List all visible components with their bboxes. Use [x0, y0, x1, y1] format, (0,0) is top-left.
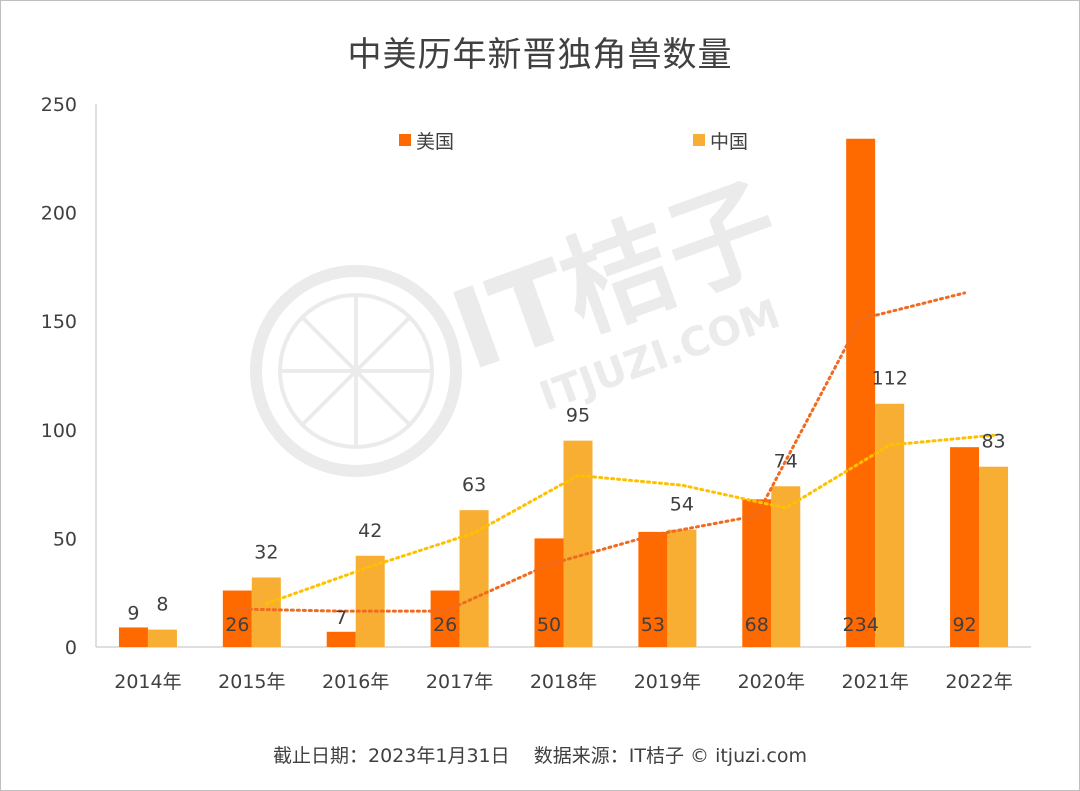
bar: [534, 538, 564, 647]
y-tick-label: 100: [41, 420, 77, 442]
data-label: 68: [745, 614, 769, 636]
bar: [563, 440, 593, 647]
bar: [355, 555, 385, 647]
x-tick-label: 2016年: [322, 671, 389, 693]
legend-swatch: [693, 134, 705, 146]
data-label: 32: [254, 541, 278, 563]
bar: [147, 629, 177, 647]
bar: [638, 531, 668, 647]
x-tick-label: 2019年: [634, 671, 701, 693]
data-label: 83: [981, 431, 1005, 453]
y-tick-label: 0: [65, 637, 77, 659]
bar: [326, 631, 356, 647]
data-label: 74: [774, 450, 798, 472]
data-label: 8: [156, 594, 168, 616]
trendlines: [235, 291, 996, 613]
bar: [459, 510, 489, 647]
data-label: 50: [537, 614, 561, 636]
data-label: 63: [462, 474, 486, 496]
watermark-logo: IT桔子 ITJUZI.COM: [250, 160, 796, 477]
footer-source: 截止日期：2023年1月31日 数据来源：IT桔子 © itjuzi.com: [273, 745, 807, 767]
data-label: 92: [952, 614, 976, 636]
bar: [771, 486, 801, 647]
bar: [875, 403, 905, 647]
y-tick-label: 50: [53, 528, 77, 550]
chart-canvas: IT桔子 ITJUZI.COM 0 50 100 150 200 250 2014年 2015…: [41, 94, 1031, 693]
bar: [742, 499, 772, 647]
bar: [979, 466, 1009, 647]
bar: [222, 590, 252, 647]
trendline: [264, 433, 996, 606]
legend-swatch: [399, 134, 411, 146]
legend-label: 美国: [416, 131, 454, 153]
bar: [430, 590, 460, 647]
data-label: 42: [358, 520, 382, 542]
x-tick-label: 2018年: [530, 671, 597, 693]
data-label: 7: [335, 607, 347, 629]
bar: [950, 447, 980, 647]
data-label: 95: [566, 405, 590, 427]
data-labels: 9 26 7 26 50 53 68 234 92 8 32 42 63 95 54 74 112 83: [127, 368, 1005, 636]
bar: [251, 577, 281, 647]
x-tick-label: 2015年: [218, 671, 285, 693]
trendline: [235, 291, 967, 613]
data-label: 26: [225, 614, 249, 636]
x-tick-label: 2020年: [738, 671, 805, 693]
x-tick-label: 2022年: [945, 671, 1012, 693]
data-label: 9: [127, 602, 139, 624]
data-label: 53: [641, 614, 665, 636]
data-label: 234: [843, 614, 879, 636]
legend: 美国 中国: [399, 131, 748, 153]
chart-title: 中美历年新晋独角兽数量: [347, 35, 733, 75]
x-tick-label: 2017年: [426, 671, 493, 693]
y-tick-label: 250: [41, 94, 77, 116]
bars: [118, 138, 1009, 647]
bar: [667, 529, 697, 647]
y-tick-label: 150: [41, 311, 77, 333]
data-label: 112: [872, 368, 908, 390]
x-tick-label: 2021年: [841, 671, 908, 693]
bar: [118, 627, 148, 647]
data-label: 54: [670, 494, 694, 516]
data-label: 26: [433, 614, 457, 636]
legend-label: 中国: [710, 131, 748, 153]
bar: [846, 138, 876, 647]
x-tick-label: 2014年: [114, 671, 181, 693]
y-tick-label: 200: [41, 203, 77, 225]
